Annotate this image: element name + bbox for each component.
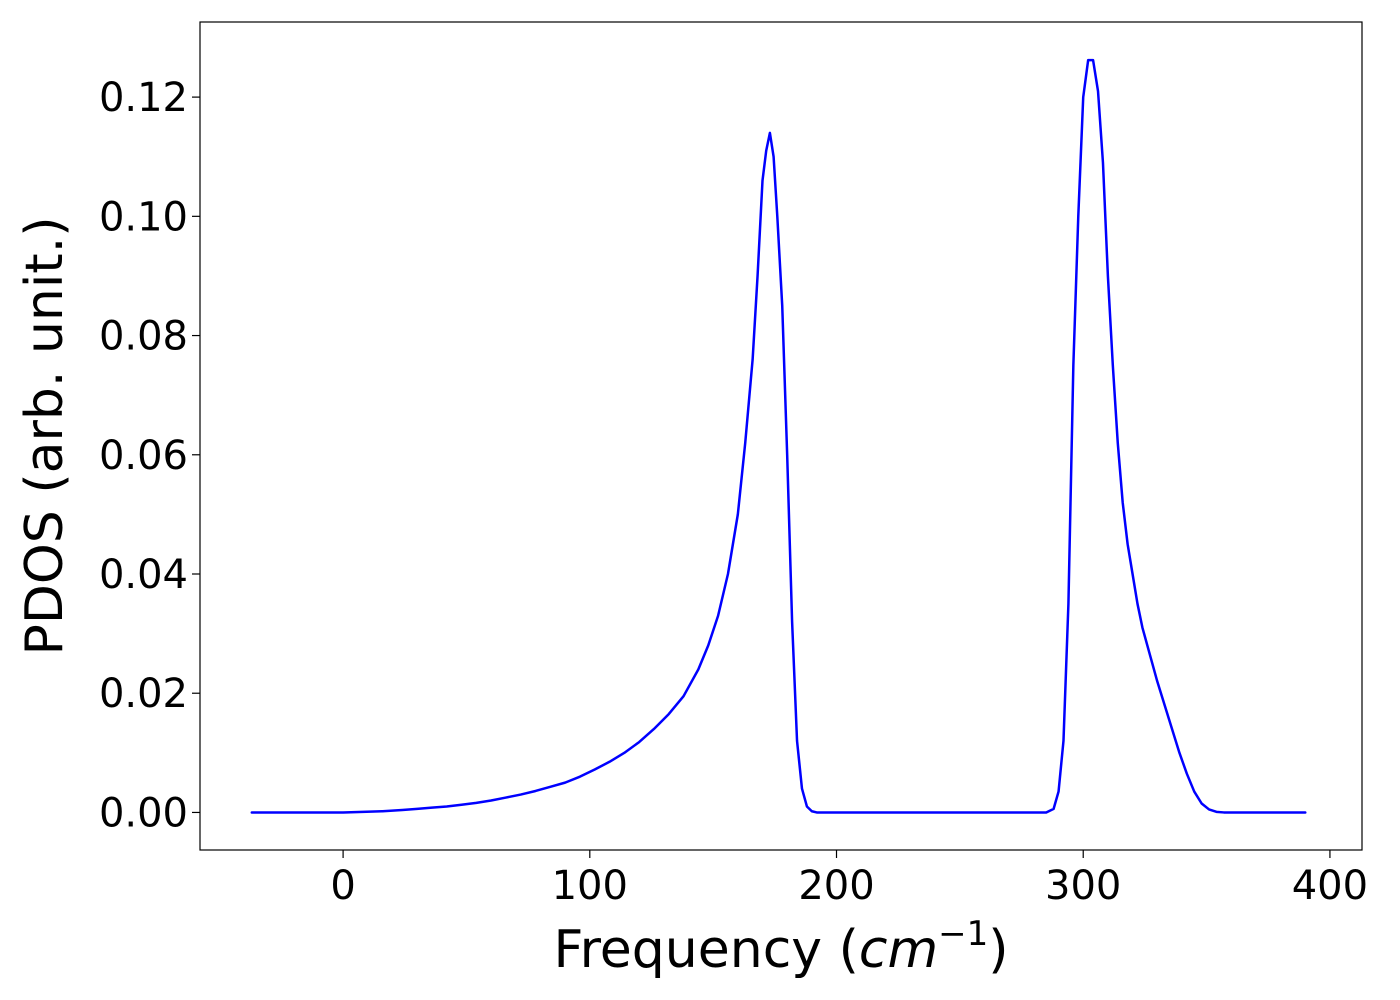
x-tick-label: 200 [798, 863, 874, 909]
y-axis-title: PDOS (arb. unit.) [15, 216, 75, 655]
y-tick-label: 0.08 [99, 314, 188, 360]
y-tick-label: 0.02 [99, 671, 188, 717]
x-axis-title-close: ) [988, 920, 1008, 980]
x-tick-label: 0 [330, 863, 355, 909]
x-axis-title-unit-exponent: −1 [938, 914, 988, 954]
y-tick-label: 0.00 [99, 790, 188, 836]
y-tick-label: 0.10 [99, 194, 188, 240]
y-tick-label: 0.04 [99, 552, 188, 598]
plot-area-frame [199, 21, 1363, 851]
x-tick-label: 300 [1045, 863, 1121, 909]
series-line-pdos [250, 58, 1307, 814]
x-axis-title-text: Frequency ( [553, 920, 858, 980]
x-tick-label: 400 [1292, 863, 1368, 909]
x-axis-title: Frequency (cm−1) [553, 914, 1008, 980]
x-axis-title-unit: cm [859, 920, 938, 980]
y-tick-label: 0.06 [99, 433, 188, 479]
ticks-layer: 0 100 200 300 400 0.00 0.02 0.04 0.06 0.08 0.10 0.1… [99, 75, 1368, 909]
x-tick-label: 100 [552, 863, 628, 909]
y-tick-label: 0.12 [99, 75, 188, 121]
